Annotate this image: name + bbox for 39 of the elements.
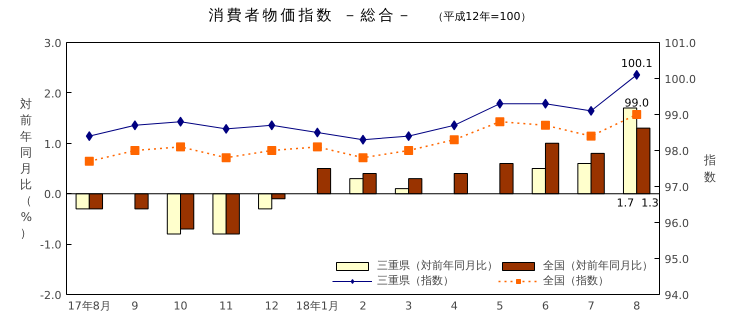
chart-subtitle: （平成12年=100） bbox=[432, 10, 532, 23]
y2-tick-label: 101.0 bbox=[664, 37, 696, 50]
y2-tick-label: 100.0 bbox=[664, 73, 696, 86]
x-tick-label: 2 bbox=[360, 300, 366, 312]
y2-tick-label: 97.0 bbox=[664, 181, 689, 194]
x-tick-label: 12 bbox=[264, 300, 279, 312]
data-label: 1.3 bbox=[641, 196, 659, 210]
y-tick-label: 0.0 bbox=[44, 188, 62, 202]
y2-tick-label: 96.0 bbox=[664, 217, 689, 230]
x-tick-label: 4 bbox=[450, 300, 458, 312]
y2-tick-label: 99.0 bbox=[664, 109, 689, 122]
x-tick-label: 17年8月 bbox=[68, 300, 111, 312]
legend-label: 三重県（対前年同月比） bbox=[377, 258, 498, 273]
x-tick-label: 18年1月 bbox=[296, 300, 339, 312]
x-tick-label: 7 bbox=[588, 300, 595, 312]
legend-label: 三重県（指数） bbox=[377, 273, 454, 288]
y-tick-label: 1.0 bbox=[44, 138, 62, 151]
x-tick-label: 9 bbox=[131, 300, 138, 312]
y-tick-label: 2.0 bbox=[44, 87, 62, 100]
data-label: 100.1 bbox=[620, 56, 652, 70]
x-tick-label: 6 bbox=[542, 300, 549, 312]
chart-title: 消費者物価指数 －総合－ bbox=[208, 6, 414, 24]
x-tick-label: 8 bbox=[633, 300, 640, 312]
y2-tick-label: 98.0 bbox=[664, 145, 689, 158]
y2-tick-label: 95.0 bbox=[664, 253, 689, 266]
x-tick-label: 3 bbox=[405, 300, 412, 312]
y-tick-label: 3.0 bbox=[44, 37, 62, 50]
data-label: 1.7 bbox=[616, 196, 634, 210]
y2-axis-title: 指数 bbox=[702, 153, 716, 184]
x-tick-label: 10 bbox=[174, 300, 188, 312]
y2-tick-label: 94.0 bbox=[664, 289, 689, 302]
x-tick-label: 5 bbox=[496, 300, 504, 312]
legend-label: 全国（指数） bbox=[543, 273, 609, 288]
legend-label: 全国（対前年同月比） bbox=[543, 258, 653, 273]
data-label: 99.0 bbox=[624, 96, 649, 110]
y-tick-label: -2.0 bbox=[40, 289, 62, 302]
text: 対前年同月比（%） bbox=[20, 97, 32, 240]
x-tick-label: 11 bbox=[219, 300, 234, 312]
y-tick-label: -1.0 bbox=[40, 238, 62, 252]
